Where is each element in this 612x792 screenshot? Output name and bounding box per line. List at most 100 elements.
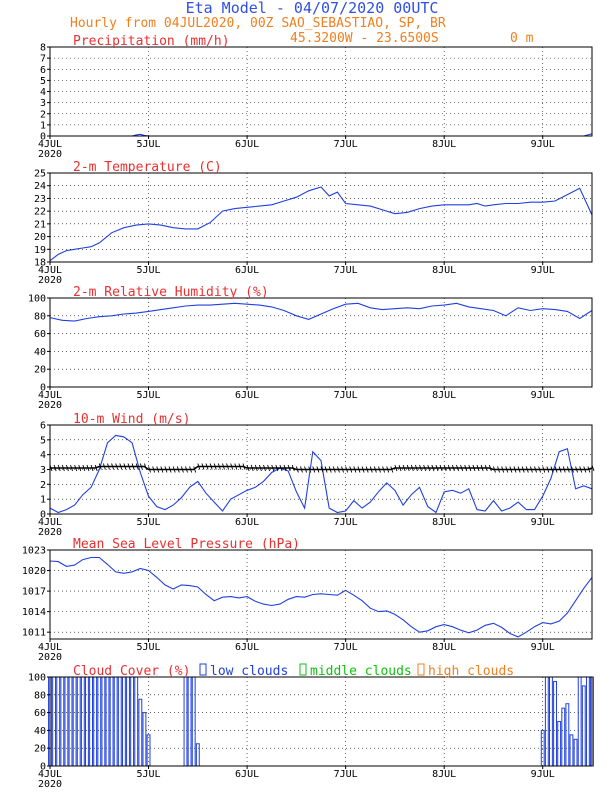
wind-barb: [82, 464, 86, 472]
cloud-bar-21: [134, 676, 139, 767]
panel-title-precip: Precipitation (mm/h): [73, 34, 230, 49]
y-tick-label: 6: [40, 421, 46, 432]
wind-barb: [480, 464, 484, 472]
series-temp: [49, 186, 593, 262]
x-tick-label: 9JUL: [531, 517, 555, 528]
wind-barb: [431, 464, 435, 472]
y-tick-label: 22: [34, 207, 46, 218]
x-tick-label: 7JUL: [334, 769, 358, 780]
x-tick-label: 7JUL: [334, 642, 358, 653]
cloud-bar-4: [64, 676, 69, 767]
wind-barb: [378, 466, 381, 473]
y-tick-label: 60: [34, 329, 46, 340]
wind-barb: [497, 466, 500, 473]
cloud-bar-3: [60, 676, 65, 767]
wind-barb: [168, 466, 172, 473]
x-tick-label: 4JUL: [38, 769, 62, 780]
wind-barb: [316, 466, 320, 473]
y-tick-label: 1: [40, 120, 46, 131]
wind-barb-baseline: [50, 465, 593, 471]
wind-barb: [460, 464, 464, 472]
wind-barb: [361, 466, 365, 473]
station-elevation: 0 m: [510, 31, 534, 46]
wind-barb: [291, 464, 295, 472]
panel-mslp: 1011 1014 1017 1020 1023 4JUL 5JUL 6JUL 7JUL 8JUL…: [22, 537, 593, 663]
cloud-bar-123: [553, 680, 557, 767]
wind-barb: [213, 463, 217, 470]
y-tick-label: 100: [28, 294, 46, 305]
panel-frame: [49, 549, 593, 640]
wind-barb: [336, 466, 340, 473]
wind-barb: [258, 464, 262, 472]
wind-barb: [300, 466, 303, 473]
y-tick-label: 6: [40, 65, 46, 76]
x-tick-label: 4JUL: [38, 642, 62, 653]
y-tick-label: 40: [34, 347, 46, 358]
panel-rh: 0 20 40 60 80 100 4JUL 5JUL 6JUL 7JUL 8JUL 9JUL 2020…: [28, 285, 593, 411]
wind-barb: [267, 464, 271, 472]
wind-barb: [238, 463, 242, 470]
wind-barb: [390, 466, 394, 473]
wind-barb: [254, 464, 258, 472]
wind-barb: [562, 466, 566, 473]
wind-barb: [61, 464, 65, 472]
wind-barb: [435, 464, 439, 472]
x-tick-label: 7JUL: [334, 265, 358, 276]
wind-barb: [185, 466, 188, 473]
wind-barb: [139, 463, 143, 470]
y-tick-label: 100: [28, 673, 46, 684]
y-tick-label: 20: [34, 232, 46, 243]
x-tick-label: 9JUL: [531, 390, 555, 401]
cloud-bar-12: [97, 676, 102, 767]
series-rh: [49, 302, 593, 322]
wind-barb: [275, 464, 279, 472]
x-year-label: 2020: [38, 149, 62, 160]
panel-title-rh: 2-m Relative Humidity (%): [73, 285, 269, 300]
cloud-bar-131: [585, 676, 590, 767]
wind-barb: [554, 466, 558, 473]
wind-barb: [234, 463, 238, 470]
wind-barb: [263, 464, 266, 472]
cloud-bar-128: [573, 738, 578, 767]
cloud-bar-34: [187, 676, 192, 767]
wind-barb: [456, 464, 459, 472]
wind-barb: [135, 463, 139, 470]
y-tick-label: 0: [40, 132, 46, 143]
wind-barb: [172, 466, 176, 473]
x-tick-label: 5JUL: [136, 642, 160, 653]
wind-barb: [542, 466, 546, 473]
wind-barb: [86, 464, 90, 472]
x-tick-label: 9JUL: [531, 265, 555, 276]
x-year-label: 2020: [38, 652, 62, 663]
wind-barb: [521, 466, 525, 473]
wind-barb: [345, 466, 349, 473]
cloud-bar-1: [52, 676, 57, 767]
wind-barb: [443, 464, 447, 472]
wind-barb: [90, 464, 94, 472]
y-tick-label: 0: [40, 762, 46, 773]
cloud-bar-19: [126, 676, 130, 767]
panel-title-cloud: Cloud Cover (%): [73, 664, 190, 679]
wind-barb: [119, 463, 123, 470]
y-tick-label: 20: [34, 744, 46, 755]
x-year-label: 2020: [38, 400, 62, 411]
x-tick-label: 8JUL: [432, 517, 456, 528]
wind-barb: [160, 466, 164, 473]
y-tick-label: 60: [34, 708, 46, 719]
wind-barb: [382, 466, 386, 473]
wind-barb: [304, 466, 308, 473]
wind-barb: [472, 464, 476, 472]
x-tick-label: 8JUL: [432, 390, 456, 401]
cloud-bar-35: [191, 676, 196, 767]
cloud-bar-121: [544, 676, 549, 767]
y-tick-label: 1017: [22, 587, 46, 598]
x-year-label: 2020: [38, 527, 62, 538]
cloud-bar-5: [68, 676, 73, 767]
x-tick-label: 6JUL: [235, 517, 259, 528]
wind-barb: [546, 466, 550, 473]
wind-barb: [246, 464, 250, 472]
x-tick-label: 5JUL: [136, 517, 160, 528]
y-tick-label: 1: [40, 495, 46, 506]
legend-label: low clouds: [210, 664, 288, 679]
y-tick-label: 0: [40, 383, 46, 394]
